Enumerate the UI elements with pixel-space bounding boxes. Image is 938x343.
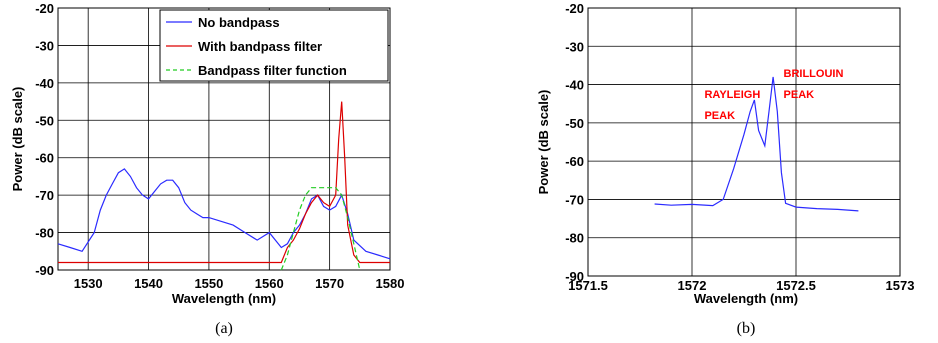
series-line-0 — [57, 168, 391, 260]
annotations: RAYLEIGH PEAK BRILLOUIN PEAK — [704, 68, 843, 122]
legend-box — [159, 9, 389, 82]
y-tick-label: -30 — [565, 39, 584, 54]
series-group — [57, 101, 391, 271]
legend-label-with-bandpass: With bandpass filter — [198, 39, 322, 54]
tick-labels: 1571.5 1572 1572.5 1573 -20 -30 -40 -50 -60 -70 -8… — [565, 1, 914, 293]
annotation-label: PEAK — [704, 110, 735, 122]
y-tick-label: -90 — [35, 263, 54, 278]
y-tick-label: -20 — [35, 1, 54, 16]
x-axis-label: Wavelength (nm) — [172, 291, 276, 306]
y-tick-label: -20 — [565, 1, 584, 16]
annotation-label: BRILLOUIN — [784, 68, 844, 80]
grid — [587, 7, 901, 277]
x-tick-label: 1573 — [886, 278, 915, 293]
y-tick-label: -40 — [565, 78, 584, 93]
chart-a: 1530 1540 1550 1560 1570 1580 -20 -30 -40 -50 -60 -… — [10, 1, 404, 337]
series-line-2 — [280, 187, 361, 271]
plot-area-frame — [587, 7, 901, 277]
annotation-label: RAYLEIGH — [704, 89, 760, 101]
y-tick-label: -60 — [565, 154, 584, 169]
legend-label-no-bandpass: No bandpass — [198, 15, 280, 30]
legend: No bandpass With bandpass filter Bandpas… — [159, 9, 389, 82]
y-tick-label: -30 — [35, 38, 54, 53]
y-tick-label: -50 — [35, 113, 54, 128]
x-tick-label: 1570 — [315, 276, 344, 291]
y-tick-label: -80 — [35, 226, 54, 241]
y-tick-label: -40 — [35, 76, 54, 91]
x-tick-label: 1572 — [678, 278, 707, 293]
x-tick-label: 1571.5 — [568, 278, 608, 293]
annotation-label: PEAK — [784, 89, 815, 101]
series-line-1 — [58, 101, 390, 264]
series-line-0 — [654, 76, 859, 212]
legend-label-filter-function: Bandpass filter function — [198, 63, 347, 78]
x-tick-label: 1560 — [255, 276, 284, 291]
y-tick-label: -70 — [35, 188, 54, 203]
chart-b: 1571.5 1572 1572.5 1573 -20 -30 -40 -50 -60 -70 -8… — [536, 1, 914, 337]
y-tick-label: -80 — [565, 231, 584, 246]
tick-labels: 1530 1540 1550 1560 1570 1580 -20 -30 -40 -50 -60 -… — [35, 1, 404, 291]
x-tick-label: 1540 — [134, 276, 163, 291]
x-tick-label: 1550 — [194, 276, 223, 291]
x-tick-label: 1530 — [74, 276, 103, 291]
caption-a: (a) — [215, 320, 233, 337]
y-tick-label: -60 — [35, 151, 54, 166]
series-group — [654, 76, 859, 212]
x-tick-label: 1572.5 — [776, 278, 816, 293]
y-tick-label: -50 — [565, 116, 584, 131]
y-axis-label: Power (dB scale) — [536, 90, 551, 195]
x-tick-label: 1580 — [376, 276, 405, 291]
y-tick-label: -70 — [565, 192, 584, 207]
x-axis-label: Wavelength (nm) — [694, 291, 798, 306]
y-tick-label: -90 — [565, 269, 584, 284]
caption-b: (b) — [737, 320, 756, 337]
y-axis-label: Power (dB scale) — [10, 87, 25, 192]
